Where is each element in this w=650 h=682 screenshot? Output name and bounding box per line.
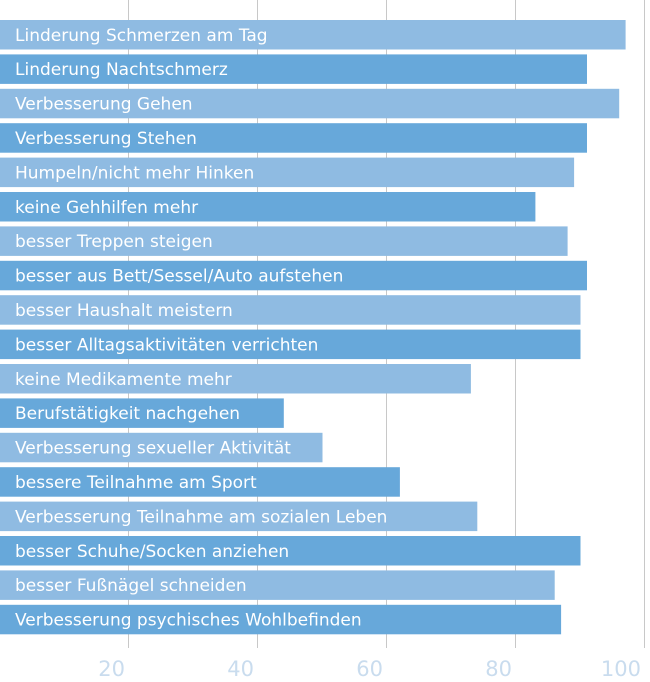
- x-tick-label-60: 60: [356, 657, 383, 681]
- bar-8: [0, 260, 587, 291]
- bar-label-16: besser Schuhe/Socken anziehen: [15, 542, 289, 562]
- bar-label-8: besser aus Bett/Sessel/Auto aufstehen: [15, 267, 343, 287]
- x-tick-label-40: 40: [227, 657, 254, 681]
- bar-1: [0, 20, 626, 50]
- bar-label-14: bessere Teilnahme am Sport: [15, 473, 257, 493]
- bar-label-10: besser Alltagsaktivitäten verrichten: [15, 335, 318, 355]
- bar-label-15: Verbesserung Teilnahme am sozialen Leben: [15, 507, 387, 527]
- bars: Linderung Schmerzen am Tag Linderung Nach…: [0, 20, 626, 635]
- bar-label-1: Linderung Schmerzen am Tag: [15, 26, 268, 46]
- x-tick-label-80: 80: [485, 657, 512, 681]
- bar-13: [0, 432, 323, 463]
- bar-15: [0, 501, 478, 532]
- bar-label-2: Linderung Nachtschmerz: [15, 60, 228, 80]
- bar-label-11: keine Medikamente mehr: [15, 370, 232, 390]
- bar-16: [0, 536, 581, 566]
- bar-label-3: Verbesserung Gehen: [15, 95, 193, 115]
- bar-7: [0, 226, 568, 256]
- bar-label-6: keine Gehhilfen mehr: [15, 198, 198, 218]
- bar-17: [0, 570, 555, 600]
- bar-10: [0, 329, 581, 360]
- bar-label-12: Berufstätigkeit nachgehen: [15, 404, 240, 424]
- bar-label-5: Humpeln/nicht mehr Hinken: [15, 163, 254, 183]
- bar-4: [0, 123, 587, 153]
- x-tick-label-20: 20: [98, 657, 125, 681]
- bar-label-17: besser Fußnägel schneiden: [15, 576, 247, 596]
- bar-label-9: besser Haushalt meistern: [15, 301, 233, 321]
- bar-3: [0, 88, 620, 119]
- bar-label-18: Verbesserung psychisches Wohlbefinden: [15, 611, 362, 631]
- bar-9: [0, 295, 581, 325]
- bar-2: [0, 54, 587, 84]
- x-axis-ticks: 20 40 60 80 100: [98, 657, 641, 681]
- bar-label-13: Verbesserung sexueller Aktivität: [15, 439, 291, 459]
- x-tick-label-100: 100: [601, 657, 641, 681]
- bar-5: [0, 157, 575, 188]
- bar-11: [0, 364, 471, 394]
- bar-label-4: Verbesserung Stehen: [15, 129, 197, 149]
- bar-6: [0, 192, 536, 222]
- bar-18: [0, 604, 562, 635]
- bar-14: [0, 467, 400, 497]
- bar-label-7: besser Treppen steigen: [15, 232, 213, 252]
- bar-12: [0, 398, 284, 428]
